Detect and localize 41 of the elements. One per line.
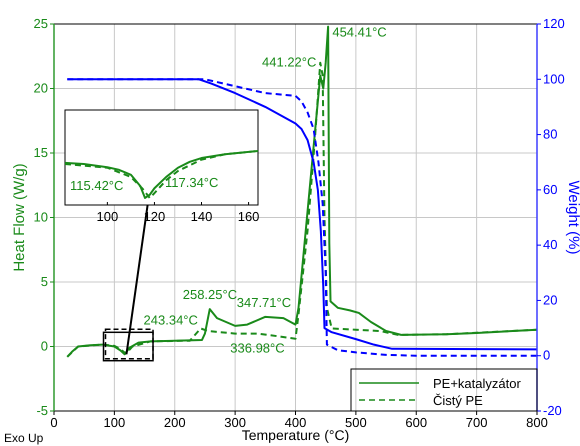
y2-axis-title: Weight (%) — [565, 180, 580, 254]
x-tick-label: 140 — [190, 209, 212, 224]
text: Exo Up — [4, 431, 44, 445]
x-axis-title: Temperature (°C) — [242, 427, 350, 443]
annotation: 258.25°C — [182, 287, 238, 302]
annotation: 117.34°C — [165, 175, 218, 190]
y2-tick-label: 100 — [543, 71, 565, 86]
y2-tick-label: 80 — [543, 126, 558, 142]
annotation: 454.41°C — [332, 24, 387, 40]
y2-tick-label: 120 — [543, 16, 565, 31]
x-tick-label: 400 — [284, 415, 306, 430]
annotation: 441.22°C — [262, 54, 316, 70]
y-tick-label: 15 — [34, 145, 48, 160]
y-tick-label: -5 — [36, 403, 48, 418]
y2-tick-label: 60 — [543, 182, 558, 197]
legend-label: PE+katalyzátor — [433, 376, 522, 391]
x-tick-label: 100 — [104, 415, 126, 430]
y2-tick-label: 20 — [543, 292, 558, 308]
y-tick-label: 0 — [40, 338, 48, 354]
x-tick-label: 300 — [224, 415, 246, 430]
y2-tick-label: 40 — [543, 237, 558, 252]
x-tick-label: 200 — [164, 415, 186, 430]
annotation: 115.42°C — [70, 178, 124, 193]
y-tick-label: 20 — [34, 80, 48, 96]
legend-label: Čistý PE — [433, 393, 484, 408]
annotation: 347.71°C — [236, 294, 292, 310]
x-tick-label: 700 — [466, 415, 488, 430]
y-tick-label: 10 — [34, 210, 48, 224]
y-axis-title: Heat Flow (W/g) — [11, 163, 28, 272]
y-tick-label: 5 — [40, 274, 48, 289]
x-tick-label: 500 — [345, 415, 367, 430]
y2-tick-label: 0 — [543, 348, 550, 363]
x-tick-label: 800 — [526, 415, 548, 430]
x-tick-label: 100 — [96, 209, 118, 224]
x-tick-label: 0 — [50, 415, 58, 430]
annotation: 243.34°C — [144, 312, 198, 328]
x-tick-label: 160 — [238, 209, 260, 224]
x-tick-label: 600 — [405, 415, 428, 430]
y-tick-label: 25 — [34, 16, 48, 31]
y2-tick-label: -20 — [543, 403, 562, 418]
annotation: 336.98°C — [230, 340, 285, 356]
